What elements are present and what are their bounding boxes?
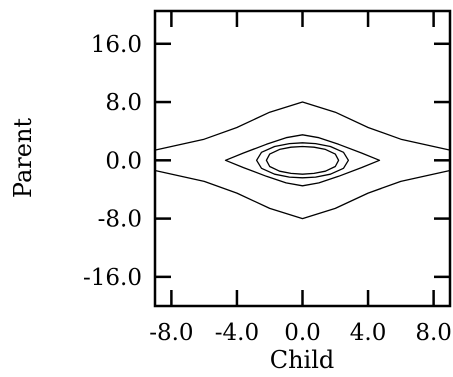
y-tick-label-0: 16.0 (91, 32, 142, 58)
contour-line-2 (255, 142, 350, 179)
contour-line-0-1 (154, 169, 451, 220)
x-axis-label: Child (270, 346, 335, 374)
y-tick-label-4: -16.0 (83, 265, 142, 291)
y-tick-label-2: 0.0 (105, 148, 142, 174)
x-tick-label-1: -4.0 (215, 320, 259, 346)
x-tick-label-4: 8.0 (415, 320, 452, 346)
x-tick-label-2: 0.0 (284, 320, 321, 346)
x-tick-label-0: -8.0 (149, 320, 193, 346)
tick-labels-layer: -8.0 -4.0 0.0 4.0 8.0 16.0 8.0 0.0 -8.0 -16.0 (83, 32, 452, 346)
plot-frame (153, 9, 452, 308)
contour-line-3 (265, 145, 340, 175)
y-tick-label-3: -8.0 (98, 207, 142, 233)
contour-line-1 (224, 134, 381, 187)
ticks-layer (155, 11, 450, 306)
contour-line-0-0 (154, 101, 451, 151)
contours-layer (154, 101, 451, 220)
y-tick-label-1: 8.0 (105, 90, 142, 116)
x-tick-label-3: 4.0 (350, 320, 387, 346)
y-axis-label: Parent (9, 118, 37, 199)
